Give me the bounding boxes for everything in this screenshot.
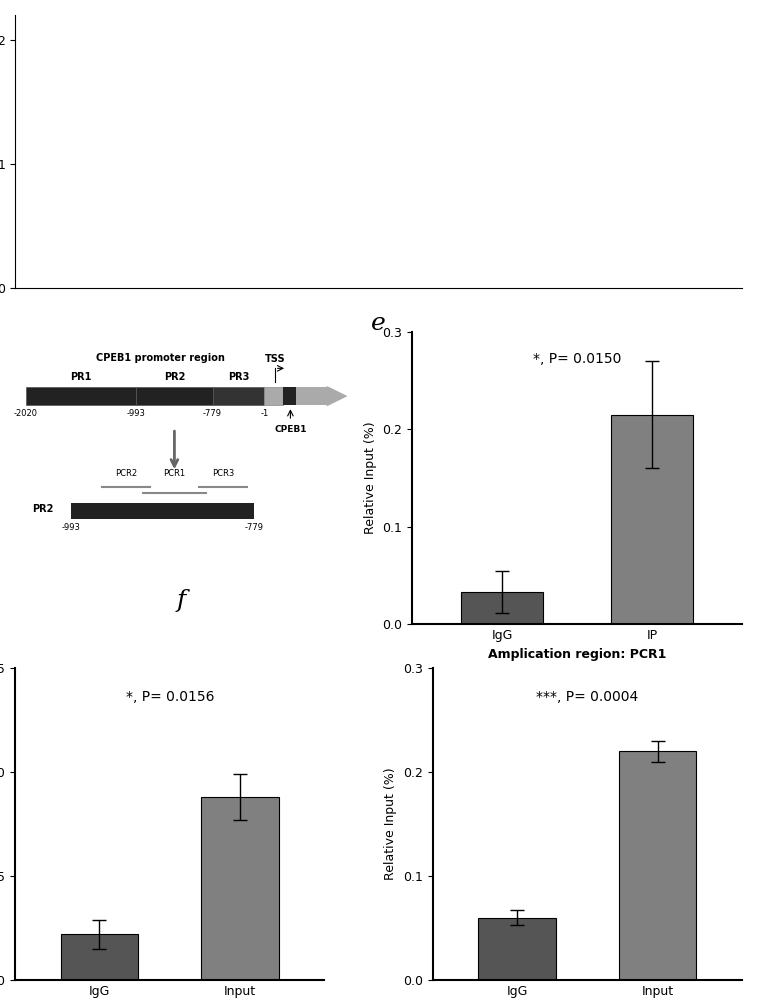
Text: ***, P= 0.0004: ***, P= 0.0004: [536, 690, 638, 704]
Bar: [26, 387, 136, 405]
Bar: [264, 387, 283, 405]
Y-axis label: Relative Input (%): Relative Input (%): [385, 768, 397, 880]
Bar: [213, 387, 264, 405]
Bar: [619, 751, 696, 980]
Bar: [70, 503, 254, 519]
Text: -779: -779: [203, 409, 222, 418]
Text: e: e: [371, 312, 386, 335]
Text: PCR1: PCR1: [164, 469, 185, 478]
Text: -779: -779: [245, 523, 263, 532]
Bar: [611, 415, 693, 624]
Text: *, P= 0.0156: *, P= 0.0156: [126, 690, 214, 704]
Text: g: g: [569, 706, 585, 729]
Text: PCR3: PCR3: [212, 469, 234, 478]
Bar: [283, 387, 295, 405]
Bar: [478, 918, 556, 980]
Text: PCR2: PCR2: [115, 469, 137, 478]
Text: PR2: PR2: [164, 372, 185, 382]
Text: -1: -1: [260, 409, 269, 418]
Text: -993: -993: [61, 523, 80, 532]
Text: f: f: [176, 589, 186, 612]
Text: CPEB1 promoter region: CPEB1 promoter region: [96, 353, 225, 363]
X-axis label: Amplication region: PCR1: Amplication region: PCR1: [488, 648, 666, 661]
Bar: [61, 934, 138, 980]
Text: PR3: PR3: [228, 372, 249, 382]
Text: TSS: TSS: [264, 354, 285, 364]
Text: PR1: PR1: [70, 372, 92, 382]
Polygon shape: [327, 386, 347, 406]
Y-axis label: Relative Input (%): Relative Input (%): [364, 422, 377, 534]
Text: CPEB1: CPEB1: [274, 425, 307, 434]
Text: -2020: -2020: [14, 409, 38, 418]
Bar: [136, 387, 213, 405]
Text: PR2: PR2: [32, 504, 54, 514]
Bar: [461, 592, 544, 624]
Text: *, P= 0.0150: *, P= 0.0150: [533, 352, 621, 366]
Bar: [295, 387, 327, 405]
Text: -993: -993: [127, 409, 146, 418]
Bar: [201, 797, 279, 980]
